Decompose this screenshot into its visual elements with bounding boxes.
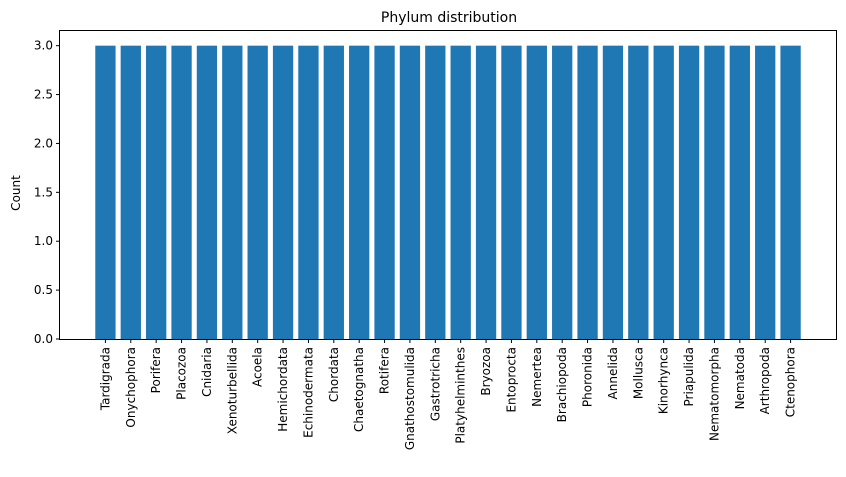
x-tick-label: Nemertea xyxy=(530,347,544,407)
x-tick-label: Bryozoa xyxy=(479,347,493,396)
bar-nematomorpha xyxy=(704,45,725,340)
y-tick-label: 2.5 xyxy=(34,88,53,102)
bar-echinodermata xyxy=(298,45,319,340)
bar-nematoda xyxy=(729,45,750,340)
x-tick-label: Brachiopoda xyxy=(555,347,569,422)
x-tick-label: Hemichordata xyxy=(276,347,290,432)
bar-gastrotricha xyxy=(425,45,446,340)
bar-entoprocta xyxy=(501,45,522,340)
x-tick-label: Chaetognatha xyxy=(352,347,366,432)
y-axis-label: Count xyxy=(9,175,23,211)
bar-placozoa xyxy=(171,45,192,340)
x-tick-label: Ctenophora xyxy=(784,347,798,417)
bar-kinorhynca xyxy=(653,45,674,340)
x-tick-label: Nematoda xyxy=(733,347,747,409)
bars-group xyxy=(95,45,801,340)
bar-nemertea xyxy=(526,45,547,340)
x-tick-label: Phoronida xyxy=(581,347,595,407)
bar-brachiopoda xyxy=(552,45,573,340)
x-tick-label: Gastrotricha xyxy=(428,347,442,421)
y-tick-label: 2.0 xyxy=(34,136,53,150)
bar-xenoturbellida xyxy=(222,45,243,340)
x-tick-label: Rotifera xyxy=(378,347,392,394)
bar-arthropoda xyxy=(755,45,776,340)
x-tick-label: Cnidaria xyxy=(200,347,214,397)
x-tick-label: Annelida xyxy=(606,347,620,399)
bar-cnidaria xyxy=(196,45,218,340)
x-tick-label: Onychophora xyxy=(124,347,138,428)
x-tick-label: Tardigrada xyxy=(98,347,112,411)
x-tick-label: Priapulida xyxy=(682,347,696,407)
plot-frame xyxy=(59,30,837,340)
bar-chordata xyxy=(323,45,344,340)
x-tick-label: Nematomorpha xyxy=(707,347,721,441)
x-tick-label: Placozoa xyxy=(175,347,189,400)
x-tick-label: Porifera xyxy=(149,347,163,393)
chart-title: Phylum distribution xyxy=(381,10,517,26)
bar-phoronida xyxy=(577,45,598,340)
x-tick-label: Mollusca xyxy=(631,347,645,399)
bar-priapulida xyxy=(678,45,700,340)
y-tick-label: 1.5 xyxy=(34,185,53,199)
bar-platyhelminthes xyxy=(450,45,471,340)
x-tick-label: Gnathostomulida xyxy=(403,347,417,450)
x-tick-label: Echinodermata xyxy=(301,347,315,438)
y-tick-label: 1.0 xyxy=(34,234,53,248)
y-tick-label: 3.0 xyxy=(34,39,53,53)
x-tick-label: Arthropoda xyxy=(758,347,772,414)
bar-annelida xyxy=(602,45,624,340)
y-tick-label: 0.5 xyxy=(34,283,53,297)
bar-porifera xyxy=(146,45,167,340)
bar-bryozoa xyxy=(475,45,497,340)
bar-mollusca xyxy=(628,45,649,340)
x-tick-label: Xenoturbellida xyxy=(225,347,239,434)
x-tick-label: Chordata xyxy=(327,347,341,402)
bar-hemichordata xyxy=(272,45,294,340)
bar-ctenophora xyxy=(780,45,801,340)
x-tick-label: Platyhelminthes xyxy=(454,347,468,444)
y-tick-label: 0.0 xyxy=(34,332,53,346)
bar-chaetognatha xyxy=(349,45,370,340)
bar-acoela xyxy=(247,45,268,340)
bar-tardigrada xyxy=(95,45,116,340)
x-axis: Tardigrada Onychophora Porifera Placozoa Cni… xyxy=(98,339,798,450)
x-tick-label: Acoela xyxy=(251,347,265,387)
bar-onychophora xyxy=(120,45,141,340)
x-tick-label: Kinorhynca xyxy=(657,347,671,414)
x-tick-label: Entoprocta xyxy=(504,347,518,413)
y-axis: 0.0 0.5 1.0 1.5 2.0 2.5 3.0 xyxy=(34,39,60,346)
bar-gnathostomulida xyxy=(399,45,421,340)
bar-rotifera xyxy=(374,45,395,340)
